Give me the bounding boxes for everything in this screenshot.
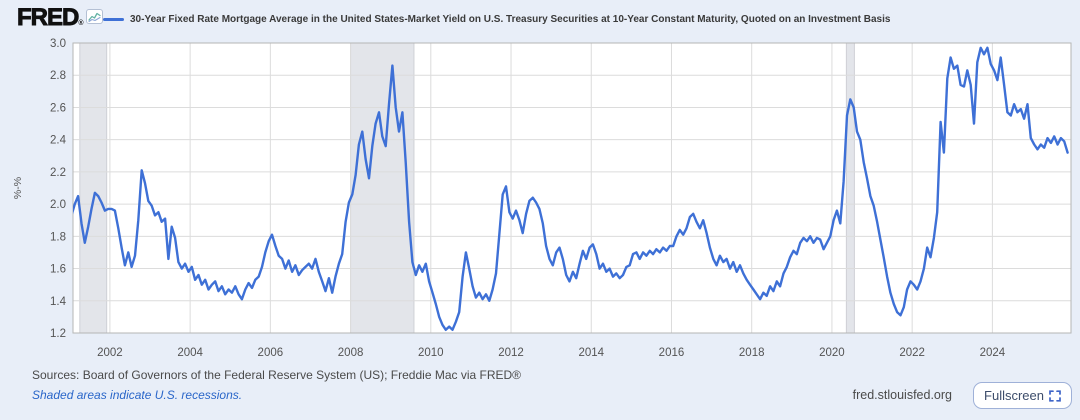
x-tick-label: 2018 [739, 347, 765, 359]
plot-area[interactable] [73, 43, 1071, 333]
x-tick-label: 2016 [659, 347, 685, 359]
y-tick-label: 1.8 [50, 231, 66, 243]
x-tick-label: 2014 [578, 347, 604, 359]
legend-line-swatch [103, 18, 124, 21]
y-tick-label: 2.0 [50, 199, 66, 211]
site-label: fred.stlouisfed.org [852, 388, 952, 402]
x-tick-label: 2024 [980, 347, 1006, 359]
sources-text: Sources: Board of Governors of the Feder… [32, 368, 522, 382]
x-tick-label: 2012 [498, 347, 524, 359]
series-title[interactable]: 30-Year Fixed Rate Mortgage Average in t… [130, 14, 891, 25]
y-tick-label: 2.8 [50, 70, 66, 82]
registered-mark: ® [78, 20, 84, 27]
series-line [73, 46, 1069, 331]
y-tick-label: 2.2 [50, 167, 66, 179]
recession-band [845, 42, 855, 334]
y-tick-label: 2.4 [50, 135, 67, 147]
fullscreen-label: Fullscreen [984, 388, 1044, 403]
y-tick-label: 1.2 [50, 328, 66, 340]
y-tick-label: 3.0 [50, 38, 66, 50]
x-tick-label: 2020 [819, 347, 845, 359]
chart-header: FRED® 30-Year Fixed Rate Mortgage Averag… [0, 0, 1080, 32]
recession-band [350, 42, 415, 334]
recession-note-link[interactable]: Shaded areas indicate U.S. recessions. [32, 388, 243, 402]
y-tick-label: 2.6 [50, 102, 66, 114]
x-tick-label: 2008 [338, 347, 364, 359]
x-tick-label: 2022 [899, 347, 925, 359]
x-tick-label: 2004 [177, 347, 203, 359]
fred-graph-icon [86, 9, 103, 24]
fullscreen-expand-icon [1049, 389, 1061, 402]
plot-border [72, 42, 1072, 334]
x-tick-label: 2006 [258, 347, 284, 359]
x-tick-label: 2002 [97, 347, 123, 359]
y-axis-title: %-% [12, 177, 24, 199]
y-tick-label: 1.6 [50, 264, 66, 276]
x-tick-label: 2010 [418, 347, 444, 359]
fullscreen-button[interactable]: Fullscreen [973, 382, 1072, 409]
y-tick-label: 1.4 [50, 296, 67, 308]
recession-band [79, 42, 108, 334]
fred-logo[interactable]: FRED® [17, 4, 84, 32]
